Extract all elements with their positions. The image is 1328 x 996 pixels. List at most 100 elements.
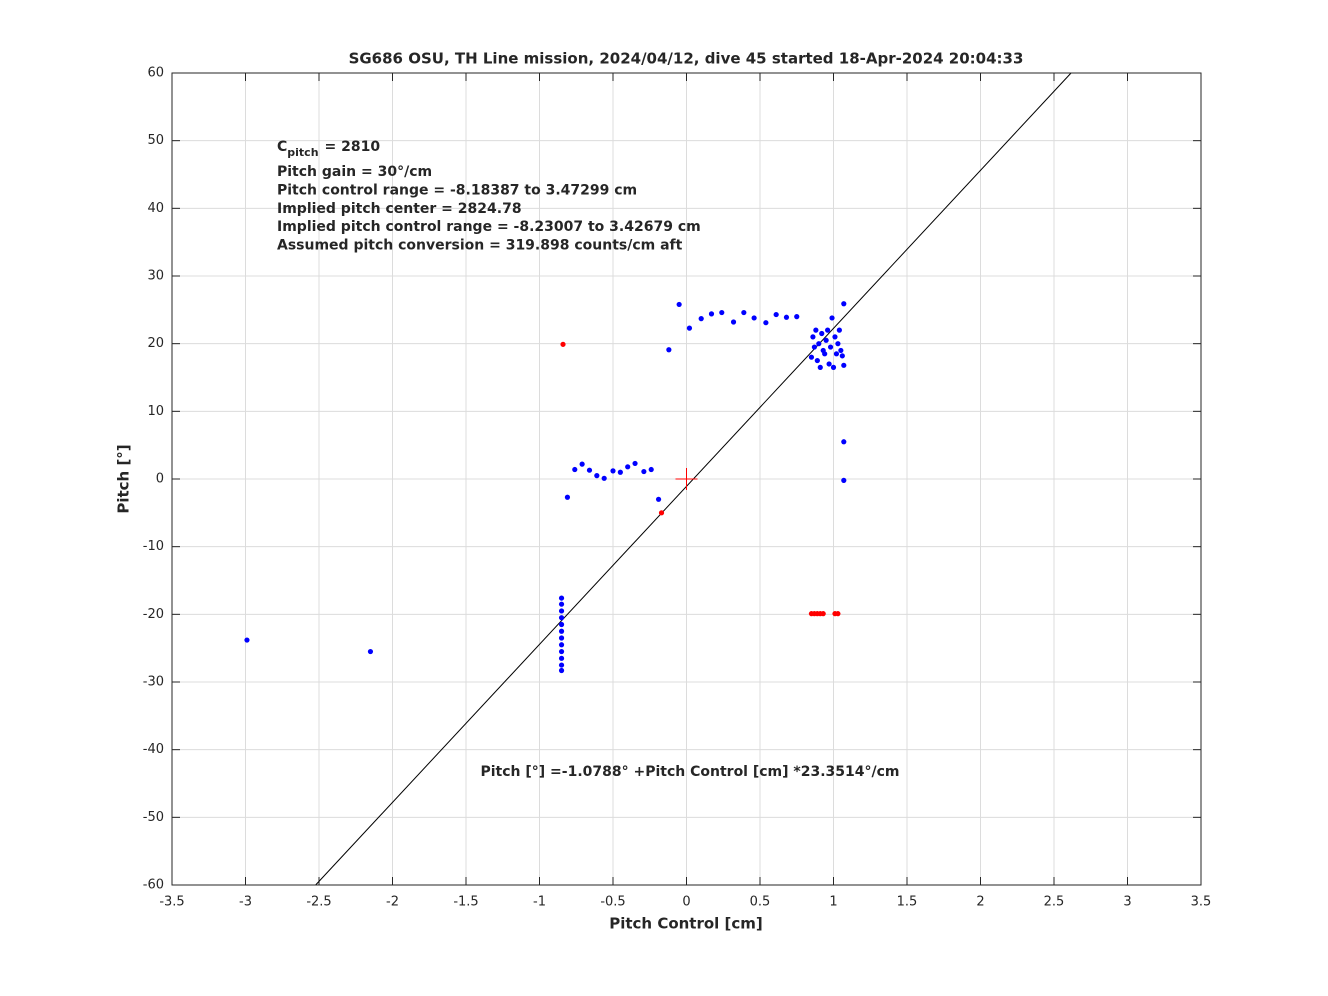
data-point bbox=[572, 466, 578, 473]
data-point bbox=[558, 655, 565, 661]
x-tick-label: 0 bbox=[682, 895, 690, 910]
data-point bbox=[708, 311, 715, 317]
data-point bbox=[826, 361, 832, 367]
data-point bbox=[594, 473, 600, 479]
x-tick-label: -2.5 bbox=[306, 895, 331, 910]
y-tick-label: -30 bbox=[143, 675, 164, 690]
data-point bbox=[558, 667, 565, 674]
data-point bbox=[666, 347, 672, 353]
y-tick-label: 60 bbox=[147, 66, 164, 81]
data-point bbox=[601, 475, 607, 481]
data-point bbox=[558, 601, 565, 607]
data-point bbox=[814, 357, 820, 364]
data-point bbox=[813, 327, 819, 333]
x-tick-label: -3 bbox=[239, 895, 252, 910]
x-tick-label: 1 bbox=[829, 895, 837, 910]
data-point bbox=[835, 341, 841, 347]
cpitch-annotation: Cpitch = 2810 bbox=[277, 139, 380, 159]
x-tick-label: -2 bbox=[386, 895, 399, 910]
y-tick-label: -40 bbox=[143, 742, 164, 757]
data-point bbox=[820, 611, 826, 617]
data-point bbox=[730, 319, 737, 325]
x-axis-label: Pitch Control [cm] bbox=[609, 915, 763, 933]
x-tick-label: -1 bbox=[533, 895, 546, 910]
y-tick-label: 50 bbox=[147, 133, 164, 148]
data-point bbox=[648, 466, 654, 473]
data-point bbox=[579, 461, 585, 467]
data-point bbox=[823, 337, 829, 343]
x-tick-label: 3 bbox=[1123, 895, 1131, 910]
data-point bbox=[808, 354, 815, 360]
annotations: Pitch gain = 30°/cm Pitch control range =… bbox=[277, 164, 701, 254]
data-point bbox=[827, 344, 834, 350]
x-tick-label: -0.5 bbox=[600, 895, 625, 910]
y-tick-label: 30 bbox=[147, 269, 164, 284]
data-point bbox=[829, 315, 835, 321]
data-point bbox=[833, 351, 840, 357]
data-point bbox=[763, 320, 769, 326]
y-tick-label: -60 bbox=[143, 878, 164, 893]
y-tick-label: 0 bbox=[156, 472, 164, 487]
data-point bbox=[586, 467, 593, 473]
data-point bbox=[783, 314, 790, 320]
annotation: Implied pitch center = 2824.78 bbox=[277, 201, 522, 217]
annotation: Pitch gain = 30°/cm bbox=[277, 164, 432, 180]
data-point bbox=[610, 468, 616, 474]
data-point bbox=[658, 510, 665, 516]
data-point bbox=[832, 334, 838, 340]
y-tick-label: 20 bbox=[147, 336, 164, 351]
cpitch-symbol: C bbox=[277, 139, 287, 155]
data-point bbox=[625, 464, 631, 470]
data-point bbox=[836, 327, 842, 333]
data-point bbox=[617, 469, 623, 475]
data-point bbox=[558, 608, 565, 614]
data-point bbox=[367, 648, 374, 655]
x-tick-label: 2 bbox=[976, 895, 984, 910]
data-point bbox=[558, 615, 565, 621]
x-tick-label: 3.5 bbox=[1191, 895, 1212, 910]
annotation: Assumed pitch conversion = 319.898 count… bbox=[277, 238, 683, 254]
data-point bbox=[558, 662, 565, 668]
data-point bbox=[841, 301, 847, 307]
data-point bbox=[819, 330, 825, 337]
data-point bbox=[698, 316, 704, 322]
data-point bbox=[810, 334, 816, 340]
data-point bbox=[811, 344, 817, 350]
data-point bbox=[794, 314, 800, 320]
data-point bbox=[641, 468, 647, 475]
x-tick-label: 2.5 bbox=[1044, 895, 1065, 910]
data-point bbox=[841, 362, 847, 368]
data-point bbox=[558, 635, 565, 641]
y-tick-label: 10 bbox=[147, 404, 164, 419]
data-point bbox=[632, 460, 638, 467]
y-tick-label: -20 bbox=[143, 607, 164, 622]
data-point bbox=[655, 496, 662, 502]
data-point bbox=[841, 439, 847, 445]
data-point bbox=[558, 628, 565, 634]
data-point bbox=[751, 315, 757, 321]
center-marker bbox=[675, 468, 698, 490]
data-point bbox=[244, 637, 250, 643]
data-point bbox=[558, 595, 565, 601]
data-point bbox=[558, 621, 565, 628]
data-point bbox=[835, 611, 841, 617]
x-tick-label: -1.5 bbox=[453, 895, 478, 910]
data-point bbox=[822, 351, 828, 357]
data-point bbox=[560, 341, 566, 347]
annotation: Pitch control range = -8.18387 to 3.4729… bbox=[277, 182, 637, 198]
data-point bbox=[558, 642, 565, 648]
data-point bbox=[676, 301, 682, 308]
y-tick-label: -50 bbox=[143, 810, 164, 825]
axes-box bbox=[171, 72, 1202, 886]
data-point bbox=[825, 327, 831, 333]
data-point bbox=[719, 309, 725, 316]
data-point bbox=[773, 311, 779, 318]
data-point bbox=[838, 347, 844, 354]
data-point bbox=[558, 648, 565, 655]
data-point bbox=[830, 364, 837, 370]
data-point bbox=[564, 494, 571, 500]
data-point bbox=[839, 353, 845, 359]
x-tick-label: 0.5 bbox=[750, 895, 771, 910]
